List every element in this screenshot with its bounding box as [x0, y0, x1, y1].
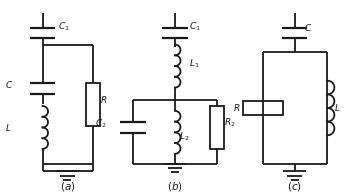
Text: $C$: $C$ — [304, 21, 313, 33]
Text: $R_2$: $R_2$ — [224, 116, 236, 129]
Text: $C_2$: $C_2$ — [95, 117, 107, 130]
Bar — [86, 83, 100, 126]
Text: $(b)$: $(b)$ — [167, 181, 183, 193]
Text: $R$: $R$ — [100, 94, 108, 105]
Text: $(a)$: $(a)$ — [60, 181, 75, 193]
Text: $L$: $L$ — [5, 122, 11, 133]
Text: $(c)$: $(c)$ — [287, 181, 302, 193]
Bar — [243, 101, 283, 115]
Bar — [210, 106, 224, 149]
Text: $L$: $L$ — [334, 103, 341, 113]
Text: $C$: $C$ — [5, 79, 13, 90]
Text: $R$: $R$ — [233, 103, 240, 113]
Text: $L_2$: $L_2$ — [179, 131, 190, 144]
Text: $L_1$: $L_1$ — [189, 58, 200, 70]
Text: $C_1$: $C_1$ — [59, 21, 70, 33]
Text: $C_1$: $C_1$ — [189, 21, 201, 33]
